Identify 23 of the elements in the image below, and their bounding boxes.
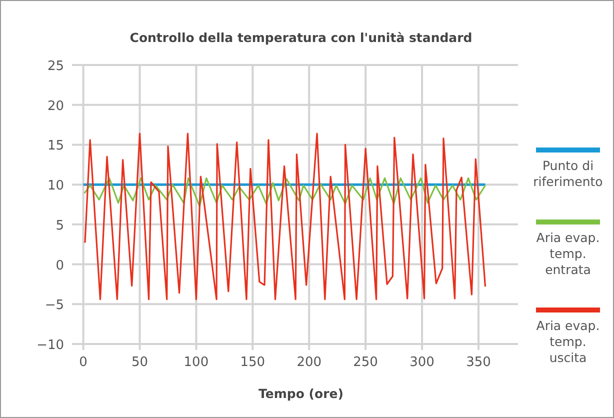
x-tick-label: 100 [184,355,209,370]
x-tick-label: 150 [240,355,266,370]
y-tick-label: 15 [47,138,64,154]
x-tick-label: 350 [466,355,491,370]
x-tick-label: 200 [296,355,322,370]
text: Aria evap. temp. uscita [536,318,600,365]
y-tick-label: −10 [36,338,64,353]
x-tick-label: 300 [410,355,434,370]
text: Aria evap. temp. entrata [536,230,600,277]
y-tick-label: 25 [47,59,64,74]
x-tick-label: 250 [353,355,378,370]
x-axis-title: Tempo (ore) [258,386,344,401]
x-tick-label: 50 [131,355,148,370]
y-tick-label: 20 [47,98,64,114]
y-tick-label: 5 [56,218,64,234]
line-series [84,132,486,300]
y-tick-label: 10 [47,178,64,194]
line-series [84,177,486,207]
text: Punto di riferimento [533,158,603,189]
y-tick-label: −5 [44,298,64,314]
chart-title: Controllo della temperatura con l'unità standard [130,30,472,45]
x-tick-label: 0 [79,355,88,370]
y-tick-label: 0 [56,258,64,274]
